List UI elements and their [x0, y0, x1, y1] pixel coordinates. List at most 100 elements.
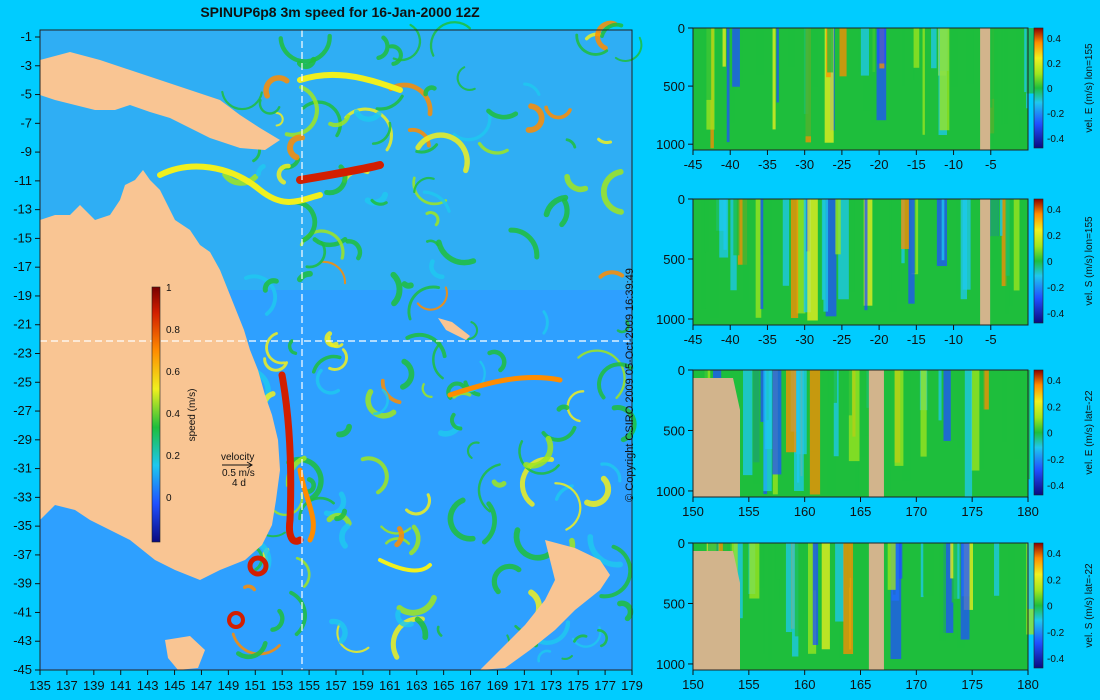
eddy-streak: [611, 404, 637, 443]
section-streak: [1007, 543, 1016, 630]
speed-colorbar-tick-label: 1: [166, 283, 172, 294]
section-x-tick-label: -45: [684, 332, 703, 347]
section-y-tick-label: 0: [678, 363, 685, 378]
eddy-streak: [422, 190, 451, 213]
section-x-tick-label: -5: [985, 157, 997, 172]
speed-colorbar: [151, 286, 161, 543]
section-colorbar-tick-label: 0.4: [1047, 34, 1061, 45]
section-streak: [994, 543, 1000, 596]
eddy-streak: [376, 35, 390, 61]
section-colorbar: [1033, 369, 1044, 496]
section-x-tick-label: -25: [832, 157, 851, 172]
lat-tick-label: -7: [20, 115, 32, 130]
eddy-streak: [477, 141, 509, 155]
section-streak: [1008, 199, 1013, 307]
eddy-streak: [265, 332, 286, 365]
lat-tick-label: -1: [20, 29, 32, 44]
section-x-tick-label: 160: [794, 504, 816, 519]
eddy-streak: [565, 138, 577, 149]
lat-tick-label: -21: [13, 317, 32, 332]
section-x-tick-label: -40: [721, 332, 740, 347]
lat-tick-label: -31: [13, 461, 32, 476]
map-panel: 135 137 139 141 143 145 147 149 151 153 155 157 159 1…: [13, 20, 643, 693]
section-x-tick-label: -15: [907, 157, 926, 172]
section-streak: [710, 199, 720, 319]
eddy-streak: [395, 609, 414, 628]
section-streak: [762, 543, 766, 655]
section-x-tick-label: 170: [905, 504, 927, 519]
velocity-key-arrowhead: [246, 461, 253, 469]
section-streak: [761, 199, 773, 255]
section-x-tick-label: 165: [850, 504, 872, 519]
lat-tick-label: -13: [13, 202, 32, 217]
velocity-key-speed: 0.5 m/s: [222, 468, 255, 479]
section-streak: [838, 199, 849, 300]
eddy-streak: [345, 239, 363, 261]
section-streak: [939, 543, 947, 641]
eddy-streak: [336, 623, 370, 653]
section-streak: [823, 199, 829, 312]
eddy-streak: [429, 21, 472, 57]
section-panel-4: 150 155 160 165 170 175 180 0 500 1000 0.4 0.2 0 -0.2…: [656, 536, 1095, 692]
section-streak: [845, 199, 855, 293]
eddy-streak: [596, 629, 608, 648]
section-x-tick-label: -30: [795, 332, 814, 347]
section-streak: [943, 543, 954, 633]
eddy-streak: [270, 608, 285, 632]
eddy-streak: [396, 594, 437, 616]
section-streak: [785, 370, 797, 453]
eddy-streak: [412, 176, 448, 206]
section-panels: -45 -40 -35 -30 -25 -20 -15 -10 -5 0 500 1000 0.4 0.2…: [656, 21, 1095, 692]
section-streak: [726, 28, 730, 143]
section-streak: [782, 199, 790, 286]
section-streak: [704, 199, 709, 253]
section-streak: [756, 543, 764, 588]
section-colorbar-tick-label: -0.2: [1047, 455, 1065, 466]
section-colorbar-tick-label: -0.2: [1047, 628, 1065, 639]
eddy-streak: [394, 526, 405, 548]
new-caledonia-land: [438, 318, 470, 340]
section-streak: [939, 28, 950, 131]
section-streak: [965, 28, 974, 84]
eddy-streak: [571, 626, 602, 648]
eddy-streak: [336, 423, 353, 438]
section-streak: [825, 199, 837, 317]
section-streak: [807, 543, 817, 654]
section-streak: [951, 28, 958, 88]
lat-tick-label: -41: [13, 604, 32, 619]
section-y-tick-label: 500: [663, 423, 685, 438]
eddy-streak: [577, 349, 626, 400]
section-streak: [865, 370, 872, 436]
section-streak: [794, 370, 804, 491]
section-streak: [943, 370, 951, 441]
section-y-tick-label: 500: [663, 252, 685, 267]
lat-tick-label: -35: [13, 518, 32, 533]
eddy-streak: [298, 496, 335, 521]
eddy-streak: [597, 137, 613, 145]
section-y-tick-label: 1000: [656, 657, 685, 672]
section-x-tick-label: -40: [721, 157, 740, 172]
eddy-streak: [339, 523, 351, 549]
section-streak: [864, 199, 868, 311]
section-x-tick-label: 170: [905, 677, 927, 692]
section-streak: [848, 370, 860, 462]
eddy-streak: [537, 649, 552, 663]
eddy-streak: [324, 331, 339, 348]
speed-colorbar-tick-label: 0.8: [166, 325, 180, 336]
eddy-streak: [407, 127, 431, 148]
section-streak: [960, 199, 967, 300]
eddy-streak: [429, 259, 445, 280]
eddy-streak: [390, 271, 403, 307]
section-streak: [877, 28, 887, 64]
section-streak: [1027, 543, 1036, 609]
eddy-streak: [614, 36, 643, 62]
eddy-streak: [275, 111, 284, 127]
section-x-tick-label: -35: [758, 157, 777, 172]
current-jet: [278, 371, 304, 545]
section-streak: [860, 370, 866, 458]
speed-colorbar-label: speed (m/s): [187, 389, 198, 442]
section-x-tick-label: 175: [961, 504, 983, 519]
section-streak: [931, 28, 937, 69]
section-streak: [890, 543, 902, 660]
section-x-tick-label: -45: [684, 157, 703, 172]
